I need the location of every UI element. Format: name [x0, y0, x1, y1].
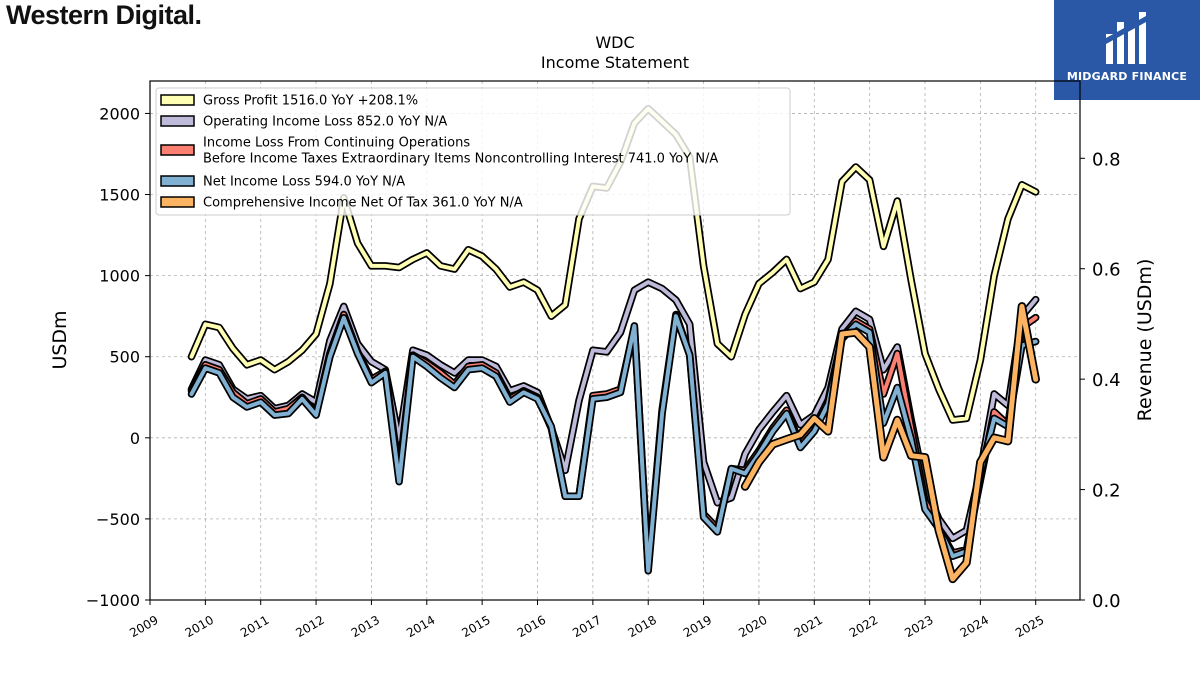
legend-label: Comprehensive Income Net Of Tax 361.0 Yo…: [203, 196, 523, 211]
legend-swatch: [160, 144, 195, 156]
legend-label: Operating Income Loss 852.0 YoY N/A: [203, 115, 447, 130]
legend-box: [155, 87, 791, 216]
x-tick-label: 2012: [293, 613, 326, 640]
midgard-emblem-icon: [1106, 12, 1146, 64]
legend-label: Income Loss From Continuing Operations: [203, 136, 470, 151]
y-axis-left: −1000 −500 0 500 1000 1500 2000: [86, 104, 150, 610]
x-tick-label: 2020: [736, 613, 769, 640]
y-tick-label-left: 1500: [99, 186, 140, 205]
x-tick-label: 2009: [127, 613, 160, 640]
legend-swatch: [160, 175, 195, 187]
y-tick-label-left: 1000: [99, 267, 140, 286]
midgard-finance-logo: MIDGARD FINANCE: [1054, 0, 1200, 100]
x-tick-label: 2024: [958, 613, 991, 640]
x-tick-label: 2013: [349, 613, 382, 640]
y-tick-label-right: 0.4: [1092, 370, 1121, 391]
legend-swatch: [160, 115, 195, 127]
x-tick-label: 2018: [625, 613, 658, 640]
x-tick-label: 2022: [847, 613, 880, 640]
x-tick-label: 2015: [459, 613, 492, 640]
x-axis: 2009 2010 2011 2012 2013 2014 2015 2016 2017 2018…: [127, 600, 1046, 640]
y-tick-label-left: −500: [96, 510, 140, 529]
midgard-finance-wordmark: MIDGARD FINANCE: [1066, 70, 1188, 83]
legend-swatch: [160, 196, 195, 208]
y-tick-label-right: 0.8: [1092, 149, 1121, 170]
y-axis-label-right: Revenue (USDm): [1134, 259, 1156, 422]
y-tick-label-left: −1000: [86, 591, 140, 610]
y-tick-label-left: 0: [130, 429, 140, 448]
x-tick-label: 2016: [515, 613, 548, 640]
y-tick-label-left: 500: [109, 348, 140, 367]
y-tick-label-right: 0.2: [1092, 481, 1121, 502]
x-tick-label: 2017: [570, 613, 603, 640]
legend-label: Net Income Loss 594.0 YoY N/A: [203, 175, 405, 190]
x-tick-label: 2019: [681, 613, 714, 640]
y-tick-label-right: 0.6: [1092, 260, 1121, 281]
legend-label: Gross Profit 1516.0 YoY +208.1%: [203, 94, 418, 109]
x-tick-label: 2025: [1013, 613, 1046, 640]
x-tick-label: 2010: [183, 613, 216, 640]
y-axis-label-left: USDm: [49, 310, 71, 369]
legend: Gross Profit 1516.0 YoY +208.1% Operating…: [155, 87, 791, 216]
western-digital-logo: Western Digital.: [6, 0, 202, 30]
y-tick-label-right: 0.0: [1092, 591, 1121, 612]
series-line: [189, 314, 1038, 573]
x-tick-label: 2021: [792, 613, 825, 640]
legend-swatch: [160, 94, 195, 106]
y-tick-label-left: 2000: [99, 104, 140, 123]
legend-label: Before Income Taxes Extraordinary Items …: [203, 152, 718, 167]
chart-title: WDC: [595, 33, 634, 52]
y-axis-right: 0.0 0.2 0.4 0.6 0.8: [1080, 149, 1121, 612]
chart-subtitle: Income Statement: [541, 53, 689, 72]
x-tick-label: 2011: [238, 613, 271, 640]
x-tick-label: 2023: [902, 613, 935, 640]
plot-frame: [149, 80, 1081, 601]
x-tick-label: 2014: [404, 613, 437, 640]
series-line: [742, 303, 1039, 582]
